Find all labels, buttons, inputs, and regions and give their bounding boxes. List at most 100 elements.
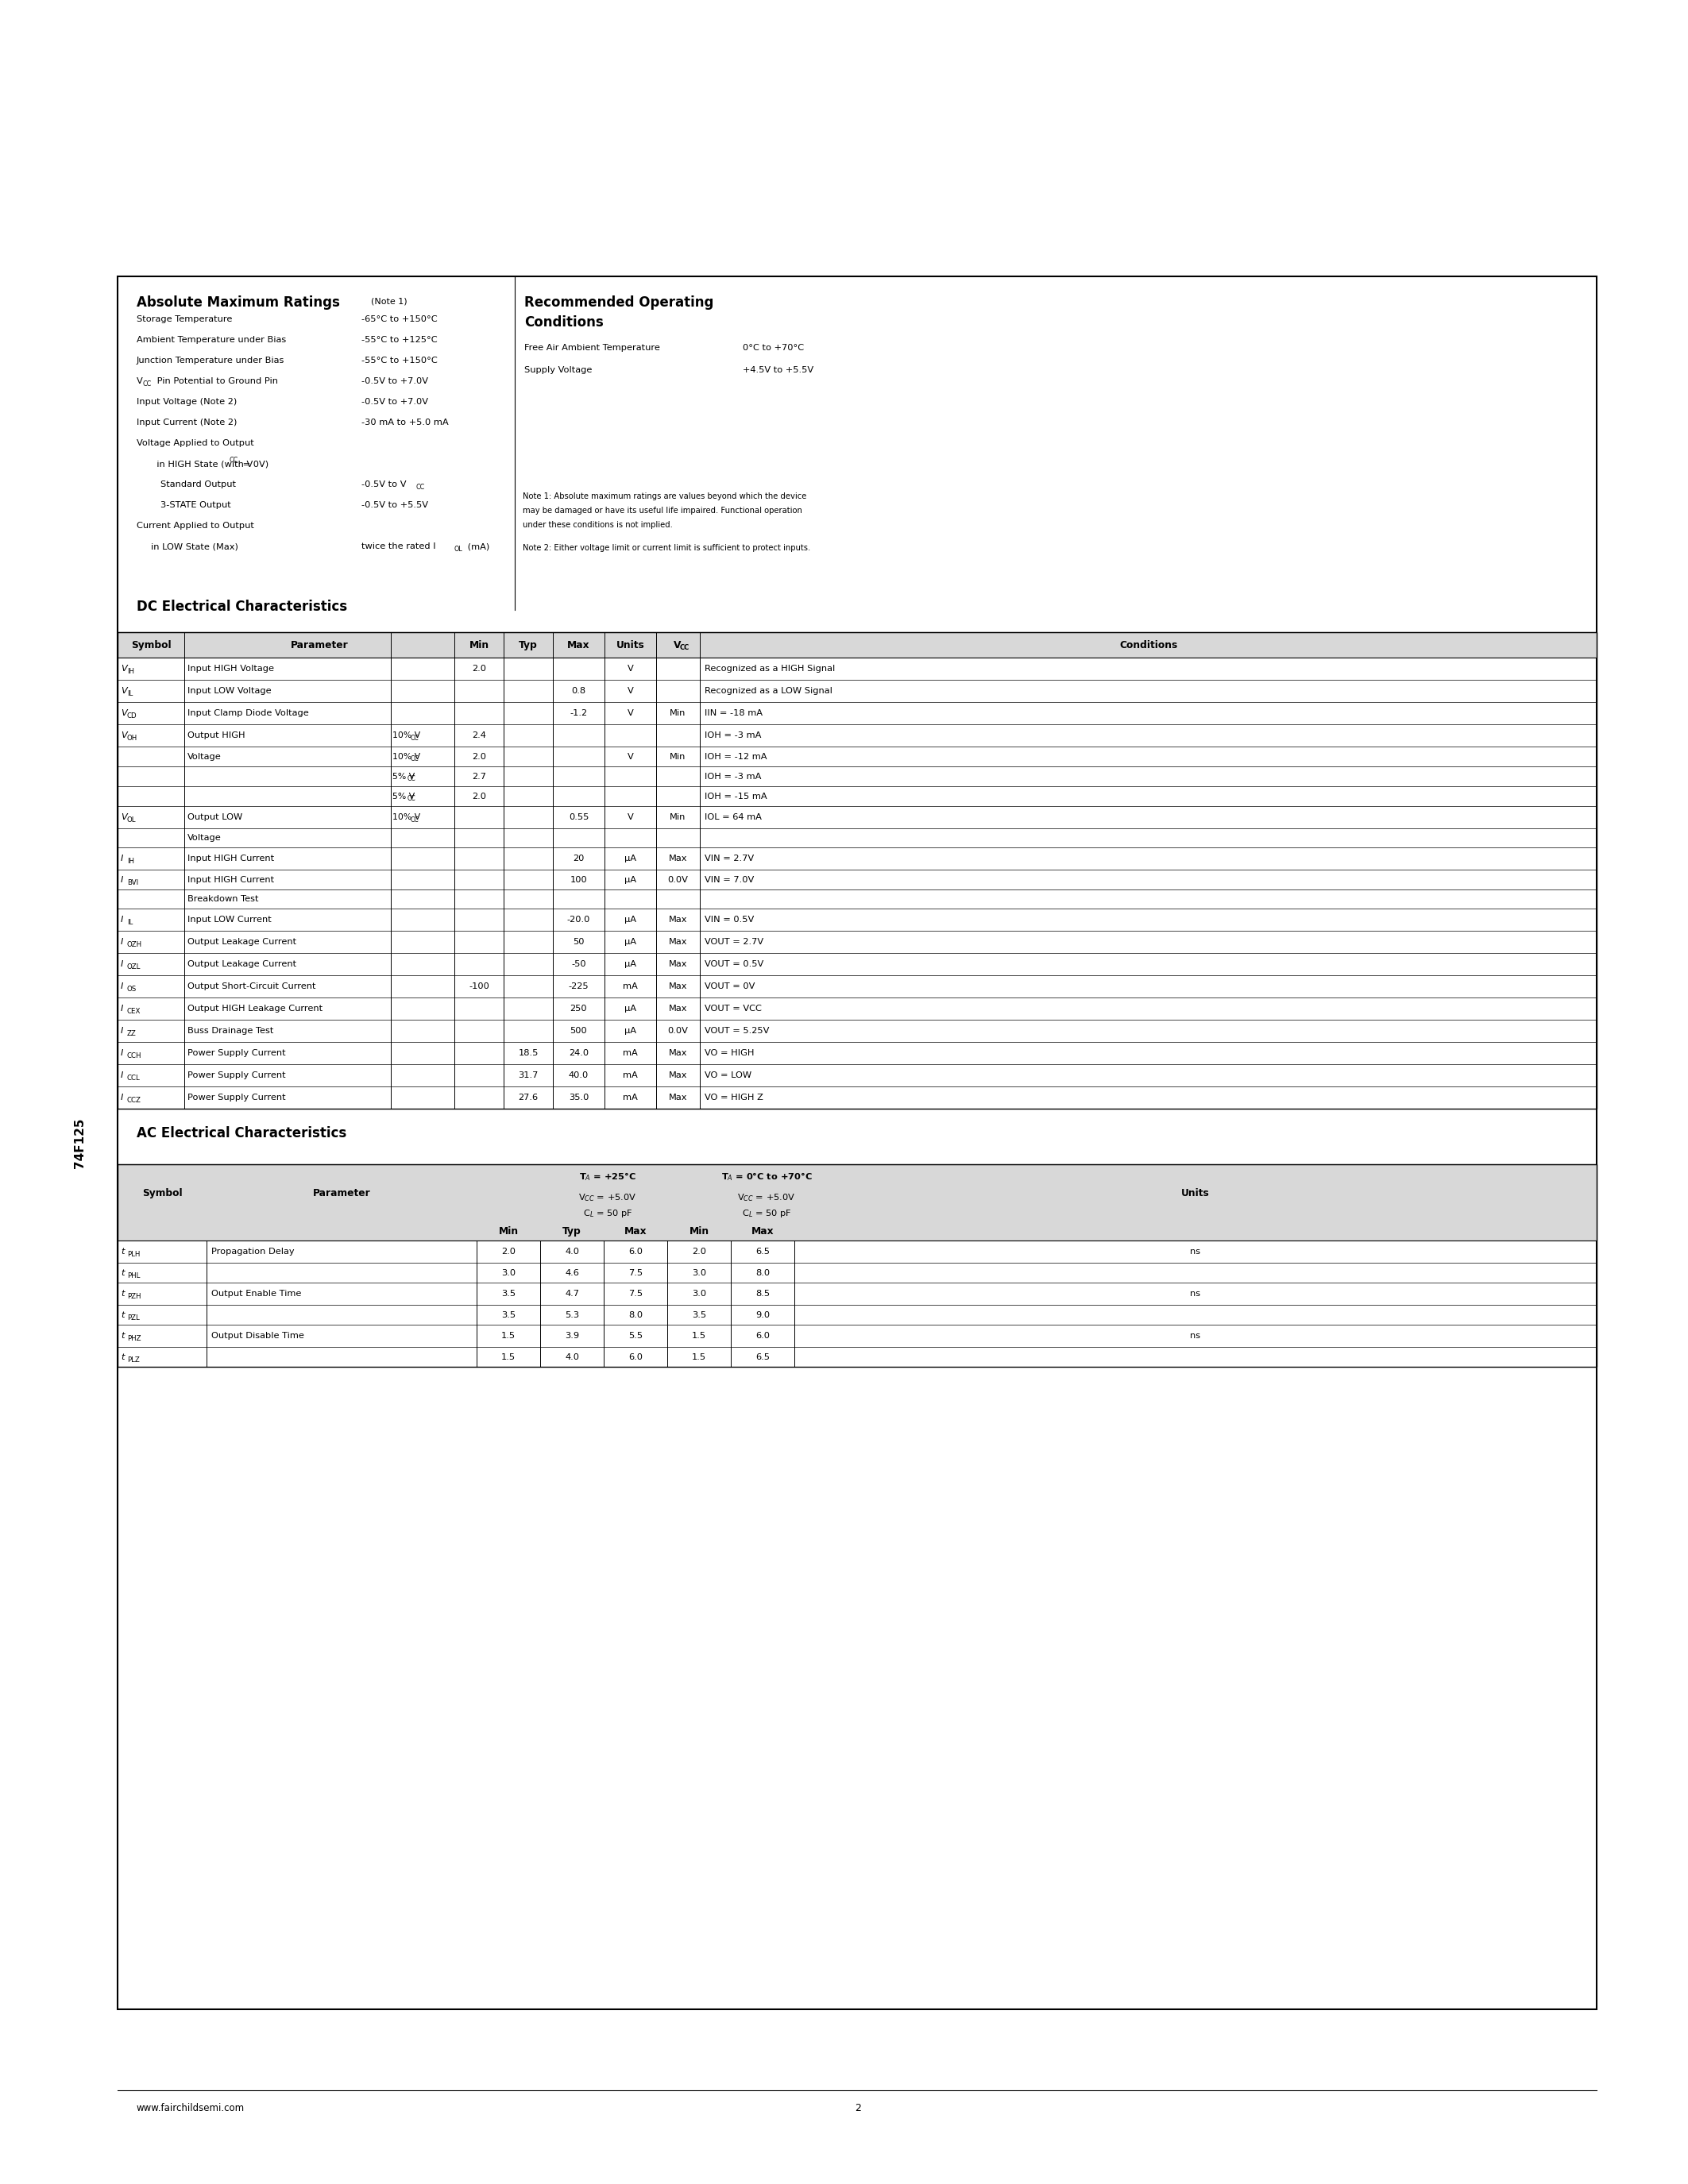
Text: t: t — [122, 1352, 125, 1361]
Text: 2: 2 — [854, 2103, 861, 2112]
Text: μA: μA — [625, 1005, 636, 1013]
Text: 6.0: 6.0 — [628, 1352, 643, 1361]
Text: I: I — [122, 1026, 123, 1035]
Text: 27.6: 27.6 — [518, 1094, 538, 1101]
Text: -225: -225 — [569, 983, 589, 989]
Text: CCZ: CCZ — [127, 1096, 142, 1103]
Text: Input Current (Note 2): Input Current (Note 2) — [137, 419, 236, 426]
Text: Min: Min — [689, 1225, 709, 1236]
Text: VIN = 0.5V: VIN = 0.5V — [704, 915, 755, 924]
Text: Max: Max — [668, 1048, 687, 1057]
Text: Typ: Typ — [518, 640, 538, 651]
Text: 100: 100 — [571, 876, 587, 885]
Text: mA: mA — [623, 983, 638, 989]
Text: 6.0: 6.0 — [628, 1247, 643, 1256]
Text: V: V — [122, 688, 127, 695]
Text: -20.0: -20.0 — [567, 915, 591, 924]
Text: t: t — [122, 1291, 125, 1297]
Text: 1.5: 1.5 — [501, 1332, 515, 1339]
Text: 4.7: 4.7 — [565, 1291, 579, 1297]
Text: C$_L$ = 50 pF: C$_L$ = 50 pF — [582, 1208, 633, 1219]
Text: Output HIGH: Output HIGH — [187, 732, 245, 740]
Text: ns: ns — [1190, 1332, 1200, 1339]
Text: Conditions: Conditions — [525, 314, 604, 330]
Text: Recognized as a HIGH Signal: Recognized as a HIGH Signal — [704, 664, 836, 673]
Text: VOUT = VCC: VOUT = VCC — [704, 1005, 761, 1013]
Text: CC: CC — [407, 775, 415, 782]
Text: 2.4: 2.4 — [473, 732, 486, 740]
Text: in LOW State (Max): in LOW State (Max) — [150, 542, 238, 550]
Text: CC: CC — [407, 795, 415, 802]
Text: may be damaged or have its useful life impaired. Functional operation: may be damaged or have its useful life i… — [523, 507, 802, 515]
Text: Output Enable Time: Output Enable Time — [211, 1291, 302, 1297]
Text: Max: Max — [625, 1225, 647, 1236]
Text: 250: 250 — [571, 1005, 587, 1013]
Text: DC Electrical Characteristics: DC Electrical Characteristics — [137, 601, 348, 614]
Bar — [118, 631, 1597, 1109]
Text: Min: Min — [670, 753, 685, 760]
Text: 2.7: 2.7 — [473, 773, 486, 780]
Text: Voltage: Voltage — [187, 834, 221, 841]
Text: mA: mA — [623, 1094, 638, 1101]
Text: 0.0V: 0.0V — [668, 1026, 689, 1035]
Text: Max: Max — [668, 1072, 687, 1079]
Text: Pin Potential to Ground Pin: Pin Potential to Ground Pin — [154, 378, 279, 384]
Text: V: V — [628, 753, 633, 760]
Text: T$_A$ = +25°C: T$_A$ = +25°C — [579, 1171, 636, 1184]
Text: Max: Max — [668, 915, 687, 924]
Text: 24.0: 24.0 — [569, 1048, 589, 1057]
Text: IOH = -3 mA: IOH = -3 mA — [704, 732, 761, 740]
Text: Buss Drainage Test: Buss Drainage Test — [187, 1026, 273, 1035]
Text: Output LOW: Output LOW — [187, 812, 243, 821]
Text: V: V — [674, 640, 680, 651]
Text: Breakdown Test: Breakdown Test — [187, 895, 258, 902]
Text: t: t — [122, 1247, 125, 1256]
Text: μA: μA — [625, 854, 636, 863]
Text: Input HIGH Current: Input HIGH Current — [187, 876, 273, 885]
Text: IL: IL — [127, 919, 133, 926]
Text: Absolute Maximum Ratings: Absolute Maximum Ratings — [137, 295, 339, 310]
Text: Recommended Operating: Recommended Operating — [525, 295, 714, 310]
Text: Max: Max — [668, 961, 687, 968]
Text: 5% V: 5% V — [392, 793, 415, 799]
Text: t: t — [122, 1332, 125, 1339]
Text: 500: 500 — [571, 1026, 587, 1035]
Text: 18.5: 18.5 — [518, 1048, 538, 1057]
Text: ns: ns — [1190, 1247, 1200, 1256]
Text: VOUT = 5.25V: VOUT = 5.25V — [704, 1026, 770, 1035]
Text: Input LOW Current: Input LOW Current — [187, 915, 272, 924]
Text: 3.5: 3.5 — [692, 1310, 706, 1319]
Text: VO = HIGH: VO = HIGH — [704, 1048, 755, 1057]
Text: 3.0: 3.0 — [692, 1291, 706, 1297]
Text: Min: Min — [498, 1225, 518, 1236]
Text: ns: ns — [1190, 1291, 1200, 1297]
Text: 1.5: 1.5 — [501, 1352, 515, 1361]
Text: 3.0: 3.0 — [501, 1269, 515, 1278]
Text: Voltage Applied to Output: Voltage Applied to Output — [137, 439, 253, 448]
Text: 0°C to +70°C: 0°C to +70°C — [743, 343, 803, 352]
Text: +4.5V to +5.5V: +4.5V to +5.5V — [743, 367, 814, 373]
Text: 3.5: 3.5 — [501, 1291, 515, 1297]
Text: I: I — [122, 1094, 123, 1101]
Text: 7.5: 7.5 — [628, 1269, 643, 1278]
Text: OH: OH — [127, 734, 138, 743]
Text: I: I — [122, 876, 123, 885]
Text: Symbol: Symbol — [132, 640, 170, 651]
Text: Input HIGH Voltage: Input HIGH Voltage — [187, 664, 273, 673]
Text: 2.0: 2.0 — [473, 664, 486, 673]
Text: V: V — [122, 664, 127, 673]
Text: 3.5: 3.5 — [501, 1310, 515, 1319]
Text: CC: CC — [410, 817, 419, 823]
Text: 0.0V: 0.0V — [668, 876, 689, 885]
Text: 4.0: 4.0 — [565, 1247, 579, 1256]
Text: VO = LOW: VO = LOW — [704, 1072, 751, 1079]
Text: 3.0: 3.0 — [692, 1269, 706, 1278]
Text: -55°C to +125°C: -55°C to +125°C — [361, 336, 437, 343]
Text: -0.5V to +7.0V: -0.5V to +7.0V — [361, 378, 429, 384]
Text: -0.5V to +5.5V: -0.5V to +5.5V — [361, 500, 429, 509]
Text: 6.5: 6.5 — [756, 1352, 770, 1361]
Text: 10% V: 10% V — [392, 753, 420, 760]
Text: 1.5: 1.5 — [692, 1332, 706, 1339]
Text: CC: CC — [410, 734, 419, 740]
Text: Note 2: Either voltage limit or current limit is sufficient to protect inputs.: Note 2: Either voltage limit or current … — [523, 544, 810, 553]
